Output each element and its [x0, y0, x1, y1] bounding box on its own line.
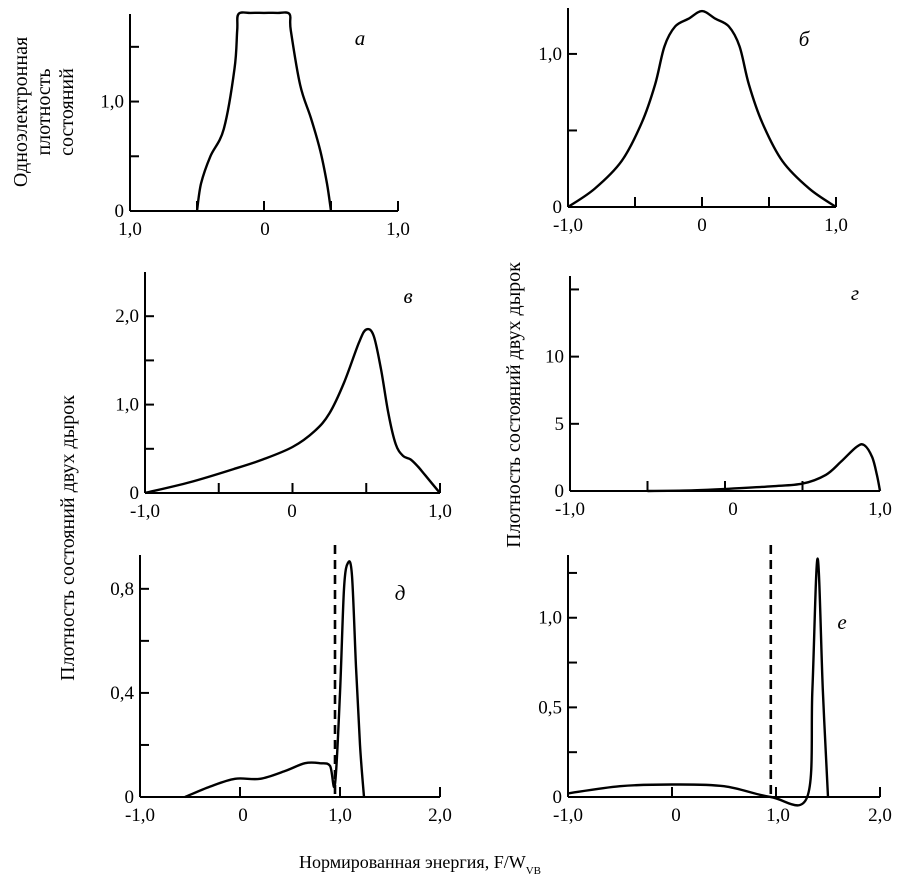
panel-letter: д	[395, 581, 406, 605]
x-tick-label: -1,0	[130, 501, 160, 522]
y-tick-label: 0	[125, 787, 135, 808]
panel-letter: г	[851, 281, 859, 305]
x-tick-label: 1,0	[386, 219, 410, 240]
y-label-a-line1: Одноэлектронная	[10, 37, 32, 187]
y-label-left-bottom: Плотность состояний двух дырок	[57, 395, 79, 681]
x-tick-label: 2,0	[868, 805, 892, 826]
x-tick-label: -1,0	[553, 805, 583, 826]
density-curve	[144, 327, 441, 495]
y-tick-label: 0	[555, 481, 565, 502]
density-curve	[195, 11, 333, 212]
y-tick-label: 2,0	[115, 306, 139, 327]
y-tick-label: 0	[115, 201, 125, 222]
x-tick-label: 1,0	[328, 805, 352, 826]
x-tick-label: 0	[697, 215, 707, 236]
y-tick-label: 5	[555, 414, 565, 435]
panel-letter: в	[403, 284, 412, 308]
panel-б: 01,0-1,0 0 1,0б	[538, 8, 848, 236]
y-tick-label: 0,5	[538, 697, 562, 718]
panel-letter: а	[355, 26, 366, 50]
panel-е: 00,51,0-1,0 0 1,0 2,0е	[538, 545, 892, 826]
panel-letter: б	[799, 27, 811, 51]
y-tick-label: 0	[553, 787, 563, 808]
x-tick-label: 1,0	[824, 215, 848, 236]
y-tick-label: 0,8	[110, 579, 134, 600]
x-tick-label: 1,0	[868, 499, 892, 520]
y-tick-label: 1,0	[115, 395, 139, 416]
x-tick-label: 0	[260, 219, 270, 240]
y-tick-label: 1,0	[538, 608, 562, 629]
panel-a: 01,01,0 0 1,0а	[100, 11, 410, 240]
x-label: Нормированная энергия, F/WVB	[299, 852, 541, 877]
panel-letter: е	[837, 610, 846, 634]
y-tick-label: 10	[545, 347, 564, 368]
x-tick-label: -1,0	[553, 215, 583, 236]
x-tick-label: -1,0	[125, 805, 155, 826]
panel-д: 00,40,8-1,0 0 1,0 2,0д	[110, 545, 452, 826]
y-tick-label: 0	[553, 197, 563, 218]
x-label-subscript: VB	[526, 865, 541, 877]
x-tick-label: 1,0	[428, 501, 452, 522]
y-label-a-line2: плотность	[33, 68, 55, 155]
x-label-text: Нормированная энергия, F/W	[299, 852, 526, 872]
x-tick-label: 0	[728, 499, 738, 520]
density-curve	[647, 443, 882, 493]
y-tick-label: 0,4	[110, 683, 134, 704]
y-tick-label: 0	[130, 483, 140, 504]
x-tick-label: 0	[671, 805, 681, 826]
density-curve	[184, 560, 366, 799]
panel-в: 01,02,0-1,0 0 1,0в	[115, 272, 452, 522]
x-tick-label: 0	[238, 805, 248, 826]
x-tick-label: 1,0	[118, 219, 142, 240]
density-curve	[567, 557, 830, 807]
x-tick-label: 0	[287, 501, 297, 522]
x-tick-label: 1,0	[766, 805, 790, 826]
y-label-right-middle: Плотность состояний двух дырок	[503, 262, 525, 548]
y-label-a-line3: состояний	[56, 68, 78, 156]
y-tick-label: 1,0	[538, 44, 562, 65]
x-tick-label: -1,0	[555, 499, 585, 520]
x-tick-label: 2,0	[428, 805, 452, 826]
y-tick-label: 1,0	[100, 92, 124, 113]
density-curve	[567, 9, 837, 208]
